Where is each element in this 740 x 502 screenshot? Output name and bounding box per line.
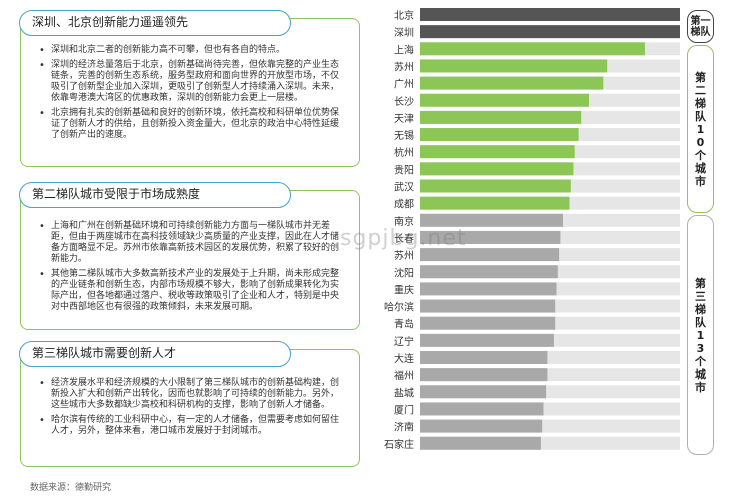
bar-14 [420, 248, 560, 262]
category-label: 无锡 [394, 129, 414, 142]
category-label: 重庆 [394, 283, 414, 296]
city-innovation-bar-chart: 北京深圳上海苏州广州长沙天津无锡杭州贵阳武汉成都南京长春苏州沈阳重庆哈尔滨青岛辽… [384, 8, 680, 451]
bullet-item: 深圳的经济总量落后于北京，创新基础尚待完善，但依靠完整的产业生态链条，完善的创新… [39, 60, 345, 104]
bar-18 [420, 316, 556, 330]
bar-3 [420, 59, 608, 73]
category-label: 石家庄 [384, 438, 414, 451]
tier-box-2: 第二梯队10个城市 [687, 45, 714, 213]
bar-0 [420, 8, 680, 21]
bullet-item: 北京拥有扎实的创新基础和良好的创新环境，依托高校和科研单位优势保证了创新人才的供… [39, 108, 345, 141]
bar-6 [420, 110, 582, 124]
category-label: 沈阳 [394, 266, 414, 279]
tier-box-3: 第三梯队13个城市 [687, 215, 714, 455]
category-label: 长春 [394, 233, 414, 245]
category-label: 天津 [394, 113, 414, 125]
bar-24 [420, 419, 543, 433]
category-label: 南京 [394, 215, 414, 228]
bullet-list-tier3: 经济发展水平和经济规模的大小限制了第三梯队城市的创新基础构建，创新投入扩大和创新… [39, 378, 345, 441]
bar-15 [420, 265, 558, 279]
bar-25 [420, 436, 541, 450]
category-label: 贵阳 [394, 163, 414, 176]
bar-16 [420, 282, 557, 296]
panel-title-tier3: 第三梯队城市需要创新人才 [19, 341, 291, 367]
bar-17 [420, 299, 556, 313]
bar-1 [420, 25, 680, 39]
bar-22 [420, 385, 547, 399]
category-label: 哈尔滨 [384, 301, 414, 314]
panel-tier1: 深圳、北京创新能力遥遥领先 深圳和北京二者的创新能力高不可攀，但也有各自的特点。… [19, 10, 360, 167]
panel-title-tier2: 第二梯队城市受限于市场成熟度 [19, 182, 291, 208]
bullet-item: 其他第二梯队城市大多数高新技术产业的发展处于上升期，尚未形成完整的产业链条和创新… [39, 269, 345, 313]
category-label: 广州 [394, 79, 414, 91]
bar-5 [420, 93, 589, 107]
bullet-list-tier2: 上海和广州在创新基础环境和可持续创新能力方面与一梯队城市并无差距，但由于两座城市… [39, 221, 345, 317]
bar-12 [420, 213, 563, 227]
category-label: 福州 [394, 369, 414, 382]
bar-20 [420, 351, 548, 364]
bar-10 [420, 179, 571, 193]
bar-19 [420, 333, 554, 347]
category-label: 苏州 [394, 60, 414, 73]
category-label: 大连 [394, 352, 414, 365]
tier-label-3: 第三梯队13个城市 [695, 276, 706, 394]
data-source-note: 数据来源：德勤研究 [30, 483, 112, 493]
bar-21 [420, 368, 548, 382]
bar-13 [420, 230, 561, 244]
category-label: 深圳 [394, 27, 414, 39]
category-label: 盐城 [394, 386, 414, 399]
category-label: 济南 [394, 421, 414, 434]
category-label: 北京 [394, 9, 414, 22]
bullet-item: 上海和广州在创新基础环境和可持续创新能力方面与一梯队城市并无差距，但由于两座城市… [39, 221, 345, 265]
bar-4 [420, 76, 604, 90]
category-label: 上海 [394, 43, 414, 56]
category-label: 厦门 [394, 403, 414, 416]
bullet-item: 哈尔滨有传统的工业科研中心，有一定的人才储备，但需要考虑如何留住人才，另外，整体… [39, 415, 345, 437]
watermark: sgpjbg.net [340, 226, 467, 251]
bullet-item: 深圳和北京二者的创新能力高不可攀，但也有各自的特点。 [39, 45, 345, 56]
category-label: 杭州 [394, 146, 414, 159]
panel-tier3: 第三梯队城市需要创新人才 经济发展水平和经济规模的大小限制了第三梯队城市的创新基… [19, 341, 360, 467]
category-label: 武汉 [394, 181, 414, 194]
bullet-list-tier1: 深圳和北京二者的创新能力高不可攀，但也有各自的特点。 深圳的经济总量落后于北京，… [39, 45, 345, 145]
bar-11 [420, 196, 570, 210]
panel-tier2: 第二梯队城市受限于市场成熟度 上海和广州在创新基础环境和可持续创新能力方面与一梯… [19, 182, 360, 330]
bar-2 [420, 42, 645, 56]
tier-label-1: 第一梯队 [690, 15, 711, 38]
category-label: 长沙 [394, 96, 414, 108]
tier-label-2: 第二梯队10个城市 [695, 70, 706, 188]
panel-title-tier1: 深圳、北京创新能力遥遥领先 [19, 10, 291, 36]
bar-8 [420, 145, 575, 159]
category-label: 辽宁 [394, 335, 414, 348]
category-label: 苏州 [394, 249, 414, 262]
tier-box-1: 第一梯队 [687, 10, 714, 43]
category-label: 成都 [394, 199, 414, 211]
bullet-item: 经济发展水平和经济规模的大小限制了第三梯队城市的创新基础构建，创新投入扩大和创新… [39, 378, 345, 411]
category-label: 青岛 [394, 318, 414, 331]
bar-7 [420, 128, 579, 142]
bar-23 [420, 402, 544, 416]
bar-9 [420, 162, 574, 176]
